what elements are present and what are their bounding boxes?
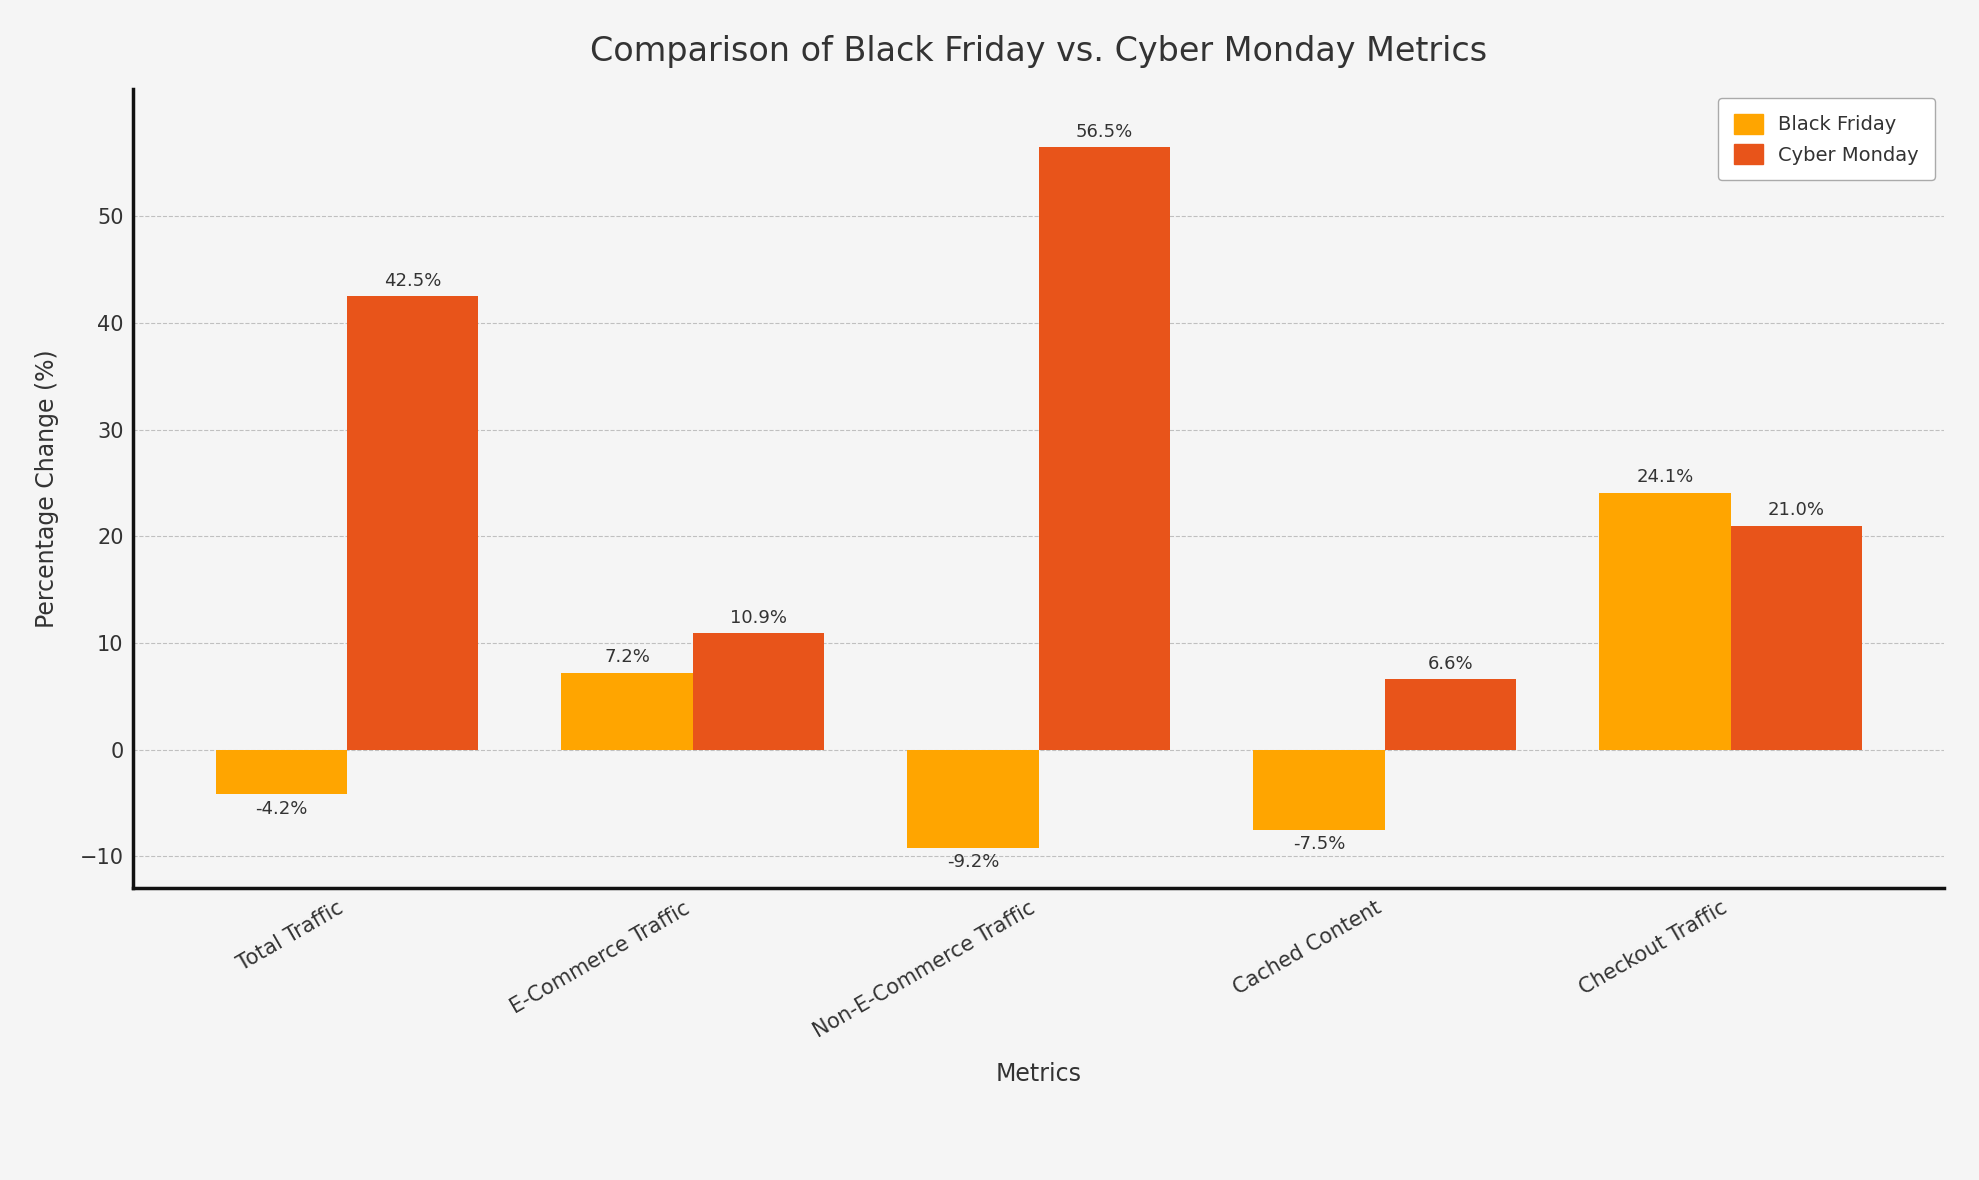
Text: 42.5%: 42.5% <box>384 273 441 290</box>
Text: 56.5%: 56.5% <box>1077 123 1134 140</box>
Legend: Black Friday, Cyber Monday: Black Friday, Cyber Monday <box>1718 98 1935 181</box>
Bar <box>693 634 825 749</box>
X-axis label: Metrics: Metrics <box>995 1062 1083 1087</box>
Text: 21.0%: 21.0% <box>1767 502 1825 519</box>
Y-axis label: Percentage Change (%): Percentage Change (%) <box>36 349 59 628</box>
Text: -4.2%: -4.2% <box>255 800 307 818</box>
Bar <box>1385 680 1516 749</box>
Text: 6.6%: 6.6% <box>1427 655 1472 673</box>
Title: Comparison of Black Friday vs. Cyber Monday Metrics: Comparison of Black Friday vs. Cyber Mon… <box>590 34 1488 67</box>
Bar <box>216 749 346 794</box>
Bar <box>1599 492 1730 749</box>
Bar <box>1730 525 1862 749</box>
Text: 24.1%: 24.1% <box>1637 468 1694 486</box>
Bar <box>346 296 479 749</box>
Bar <box>906 749 1039 847</box>
Bar <box>562 673 693 749</box>
Bar <box>1039 148 1170 749</box>
Bar <box>1253 749 1385 830</box>
Text: -7.5%: -7.5% <box>1292 834 1346 853</box>
Text: -9.2%: -9.2% <box>946 853 999 871</box>
Text: 7.2%: 7.2% <box>604 648 651 667</box>
Text: 10.9%: 10.9% <box>730 609 788 627</box>
